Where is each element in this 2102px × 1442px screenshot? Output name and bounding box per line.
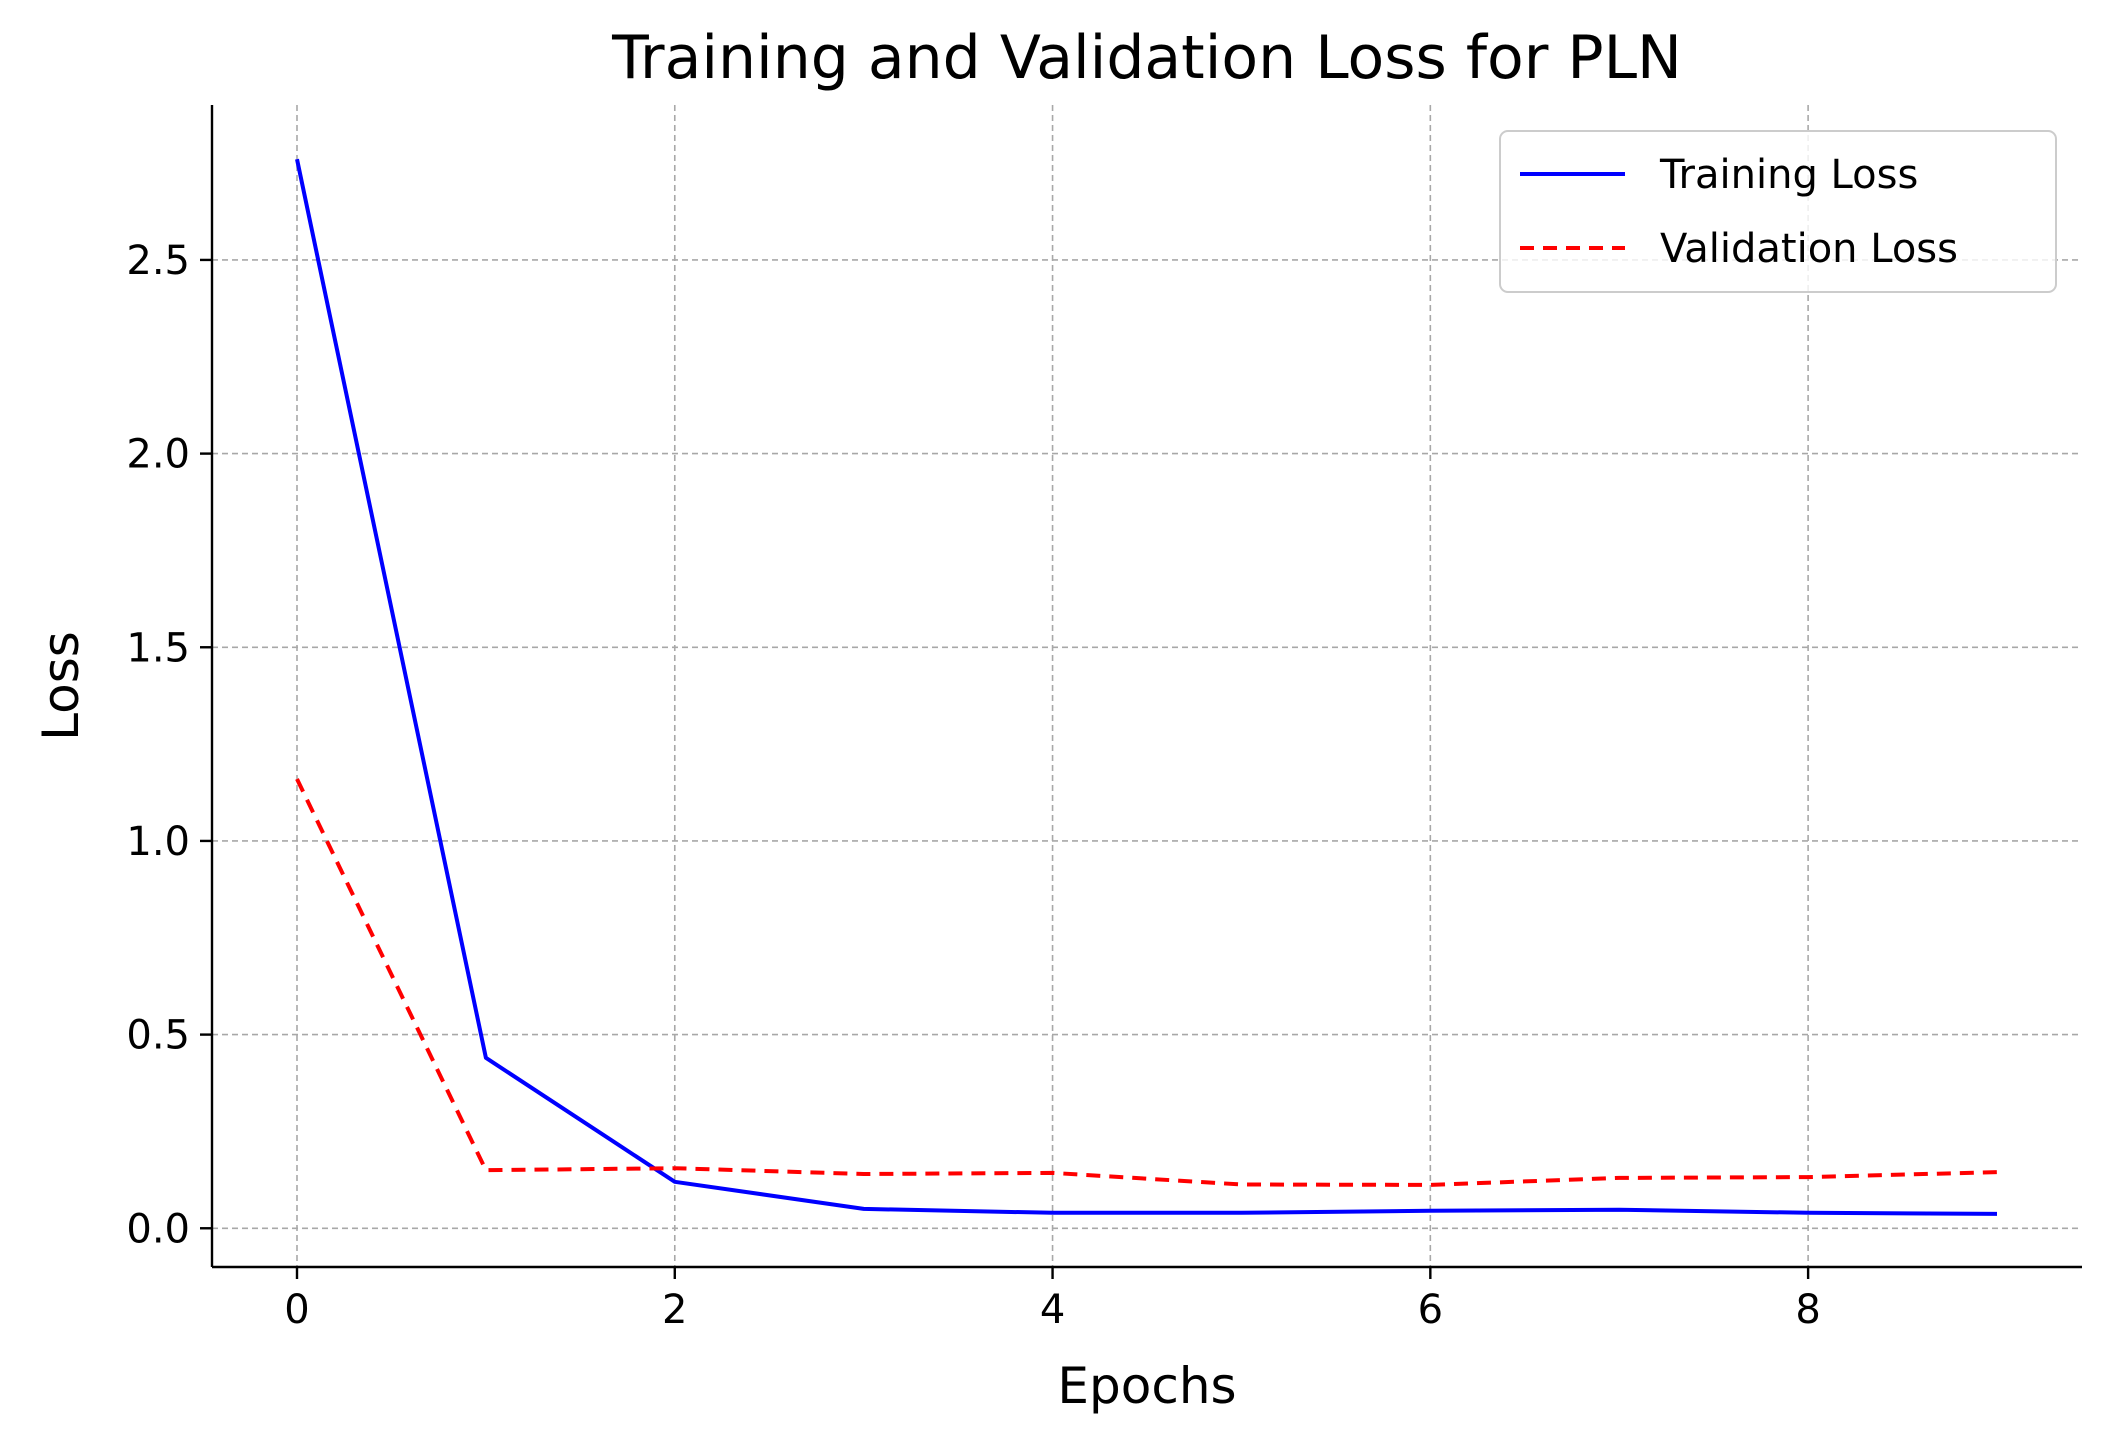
y-tick-label: 2.5 (126, 238, 190, 284)
y-tick-label: 1.5 (126, 625, 190, 671)
axes (210, 105, 2082, 1269)
y-tick-label: 2.0 (126, 432, 190, 478)
grid (212, 105, 2082, 1267)
series-line-validation-loss (295, 778, 1998, 1187)
y-tick-label: 0.5 (126, 1013, 190, 1059)
chart-title: Training and Validation Loss for PLN (611, 23, 1682, 93)
series-line-training-loss (295, 158, 1998, 1216)
plot-lines (295, 158, 1998, 1216)
legend-label: Training Loss (1659, 152, 1918, 198)
y-tick-label: 0.0 (126, 1206, 190, 1252)
ticks: 0 2 4 6 8 0.0 0.5 1.0 1.5 2.0 2.5 (126, 238, 1820, 1333)
x-tick-label: 0 (284, 1287, 309, 1333)
legend: Training Loss Validation Loss (1499, 130, 2057, 293)
x-axis-label: Epochs (1057, 1357, 1236, 1415)
y-axis-label: Loss (32, 631, 90, 741)
x-tick-label: 2 (662, 1287, 687, 1333)
x-tick-label: 8 (1795, 1287, 1820, 1333)
x-tick-label: 6 (1418, 1287, 1443, 1333)
x-tick-label: 4 (1040, 1287, 1065, 1333)
legend-frame (1499, 130, 2057, 293)
y-tick-label: 1.0 (126, 819, 190, 865)
legend-label: Validation Loss (1660, 226, 1958, 272)
